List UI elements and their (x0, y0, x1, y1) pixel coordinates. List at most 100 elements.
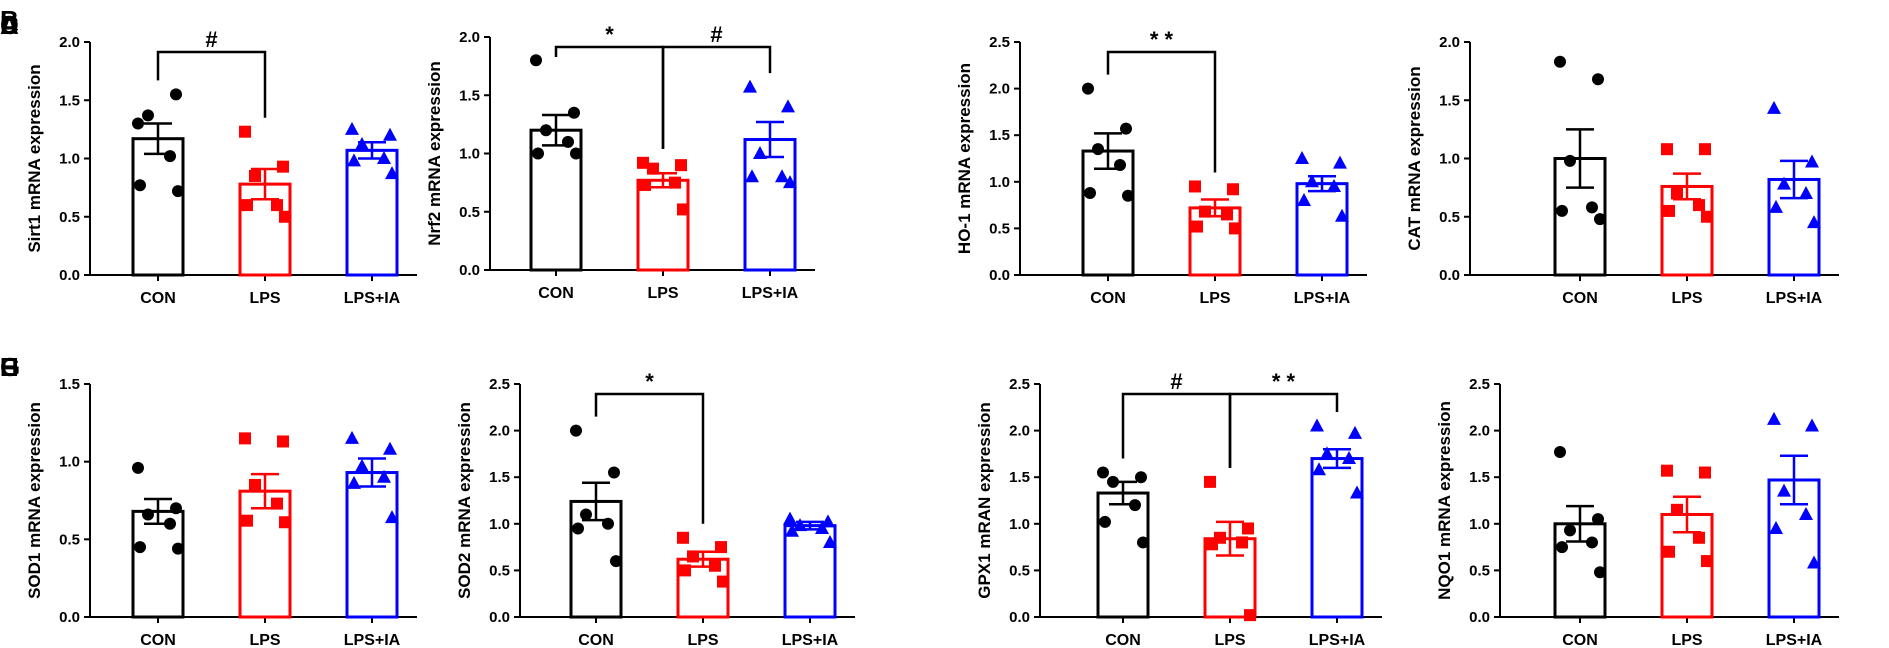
y-tick-label: 0.5 (989, 220, 1010, 237)
data-point (1701, 555, 1713, 568)
data-point (170, 502, 182, 515)
data-point (783, 511, 797, 525)
y-tick-label: 0.0 (1469, 609, 1490, 626)
panel-letter: E (0, 352, 17, 382)
y-axis-label: SOD2 mRNA expression (455, 402, 474, 599)
y-axis-label: NQO1 mRNA expression (1435, 401, 1454, 600)
y-tick-label: 1.0 (989, 174, 1010, 191)
data-point (279, 516, 291, 529)
data-point (639, 178, 651, 191)
x-tick-label: LPS (1214, 632, 1245, 648)
panel-letter: G (0, 352, 20, 382)
x-tick-label: CON (538, 285, 574, 302)
data-point (568, 106, 580, 119)
data-point (1221, 208, 1233, 221)
panel-f: F SOD2 mRNA expression 0.0 0.5 1.0 1.5 2.0 2.5 C… (0, 352, 855, 648)
y-axis-label: CAT mRNA expression (1405, 66, 1424, 250)
data-point (532, 147, 544, 160)
data-point (134, 541, 146, 554)
data-point (783, 175, 797, 189)
data-point (1805, 154, 1819, 168)
data-point (1236, 536, 1248, 549)
y-tick-label: 1.5 (459, 87, 480, 104)
data-point (164, 150, 176, 163)
data-point (821, 514, 835, 528)
data-point (715, 541, 727, 554)
y-tick-label: 1.0 (489, 516, 510, 533)
y-tick-label: 2.5 (989, 34, 1010, 51)
data-point (1594, 566, 1606, 579)
data-point (1229, 222, 1241, 235)
data-point (1191, 220, 1203, 233)
data-point (1327, 178, 1341, 192)
panel-d: D CAT mRNA expression 0.0 0.5 1.0 1.5 2.0 CON LP… (0, 10, 1839, 307)
significance-bracket (554, 45, 665, 149)
significance-bracket (1121, 392, 1232, 468)
panel-c: C HO-1 mRNA expression 0.0 0.5 1.0 1.5 2.0 2.5 C… (0, 10, 1367, 307)
data-point (347, 153, 361, 167)
data-point (753, 146, 767, 159)
data-point (345, 430, 359, 444)
bar-lps-ia (783, 524, 837, 619)
data-point (377, 469, 391, 483)
panel-h: H NQO1 mRNA expression 0.0 0.5 1.0 1.5 2.0 2.5 C… (0, 352, 1839, 648)
data-point (1099, 515, 1111, 528)
y-tick-label: 0.0 (59, 609, 80, 626)
data-point (1348, 425, 1362, 439)
data-point (637, 156, 649, 169)
y-axis-label: HO-1 mRNA expression (955, 63, 974, 254)
significance-label: * (645, 369, 654, 394)
data-point (570, 147, 582, 160)
data-point (1097, 466, 1109, 479)
data-point (170, 88, 182, 101)
x-tick-label: LPS+IA (1766, 632, 1823, 648)
y-tick-label: 0.5 (59, 209, 80, 226)
y-tick-label: 0.5 (1009, 562, 1030, 579)
data-point (1564, 524, 1576, 537)
panel-e: E SOD1 mRNA expression 0.0 0.5 1.0 1.5 CON LPS L… (0, 352, 417, 648)
data-point (677, 203, 689, 216)
data-point (277, 160, 289, 173)
data-point (530, 54, 542, 67)
data-point (1699, 143, 1711, 156)
y-tick-label: 0.5 (489, 562, 510, 579)
data-point (709, 559, 721, 572)
data-point (1799, 506, 1813, 520)
data-point (1777, 483, 1791, 497)
panel-b: B Nrf2 mRNA expression 0.0 0.5 1.0 1.5 2.0 CON L… (0, 5, 815, 302)
y-tick-label: 0.5 (1469, 562, 1490, 579)
data-point (815, 520, 829, 534)
y-axis-label: Nrf2 mRNA expression (425, 61, 444, 246)
y-tick-label: 0.0 (1009, 609, 1030, 626)
y-tick-label: 1.5 (59, 376, 80, 393)
data-point (279, 210, 291, 223)
data-point (1701, 210, 1713, 223)
data-point (1189, 180, 1201, 193)
y-tick-label: 1.0 (1009, 516, 1030, 533)
significance-bracket (1106, 50, 1217, 173)
y-tick-label: 0.0 (1439, 267, 1460, 284)
data-point (385, 510, 399, 524)
data-point (1114, 159, 1126, 172)
data-point (570, 424, 582, 437)
y-tick-label: 2.0 (459, 29, 480, 46)
panel-letter: A (0, 10, 19, 40)
y-axis-label: GPX1 mRAN expression (975, 402, 994, 599)
data-point (1769, 199, 1783, 213)
data-point (1799, 185, 1813, 199)
data-point (775, 169, 789, 183)
significance-label: * * (1272, 369, 1296, 394)
y-tick-label: 1.0 (459, 146, 480, 163)
data-point (377, 151, 391, 164)
data-point (1135, 471, 1147, 484)
data-point (717, 575, 729, 588)
data-point (1335, 208, 1349, 222)
y-tick-label: 1.5 (1439, 92, 1460, 109)
y-tick-label: 2.0 (1009, 423, 1030, 440)
y-axis-label: SOD1 mRNA expression (25, 402, 44, 599)
y-tick-label: 2.5 (1469, 376, 1490, 393)
data-point (1333, 155, 1347, 169)
data-point (1107, 475, 1119, 488)
data-point (1129, 499, 1141, 512)
